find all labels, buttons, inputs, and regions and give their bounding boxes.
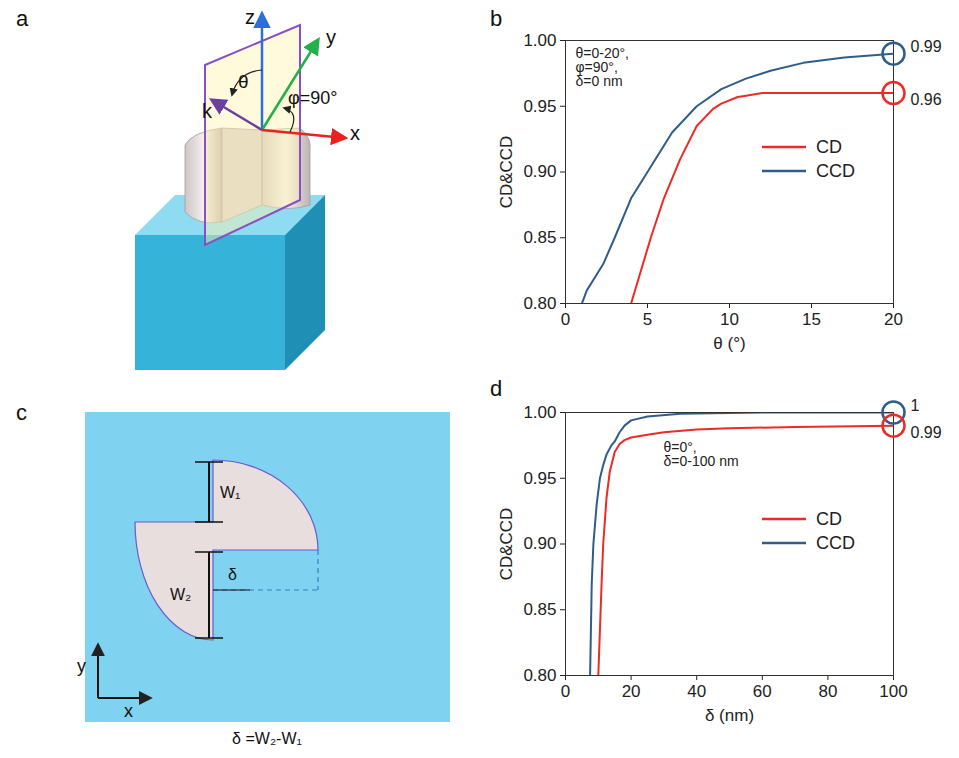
svg-text:z: z [245,6,255,28]
svg-text:δ =W₂-W₁: δ =W₂-W₁ [232,730,302,747]
svg-text:1: 1 [911,397,920,414]
svg-text:x: x [350,122,360,144]
svg-text:80: 80 [818,682,837,701]
svg-text:δ: δ [228,566,237,583]
svg-text:0.95: 0.95 [523,97,556,116]
svg-text:θ=0-20°,φ=90°,δ=0 nm: θ=0-20°,φ=90°,δ=0 nm [576,45,629,89]
svg-text:1.00: 1.00 [523,31,556,50]
svg-text:x: x [124,701,133,721]
html-text:a: a [16,6,29,31]
svg-text:20: 20 [622,682,641,701]
svg-text:y: y [326,26,336,48]
svg-text:k: k [202,100,213,122]
html-text:b: b [490,6,503,31]
svg-text:0.96: 0.96 [911,91,942,108]
html-text:CD: CD [816,136,842,157]
svg-text:5: 5 [643,310,652,329]
svg-text:60: 60 [753,682,772,701]
svg-text:0.90: 0.90 [523,162,556,181]
html-text:CCD: CCD [816,532,855,553]
svg-text:φ=90°: φ=90° [288,88,337,108]
svg-text:CD&CCD: CD&CCD [497,136,516,209]
svg-text:0.99: 0.99 [911,38,942,55]
svg-text:0.85: 0.85 [523,228,556,247]
html-text:CD: CD [816,508,842,529]
svg-text:W₂: W₂ [170,586,191,603]
svg-text:θ: θ [238,71,249,92]
html-text:CCD: CCD [816,160,855,181]
svg-text:0.80: 0.80 [523,666,556,685]
svg-text:0.85: 0.85 [523,600,556,619]
svg-text:0.80: 0.80 [523,294,556,313]
svg-text:10: 10 [720,310,739,329]
svg-text:W₁: W₁ [220,484,241,501]
svg-text:1.00: 1.00 [523,403,556,422]
svg-text:100: 100 [879,682,907,701]
html-text:d: d [490,376,503,401]
svg-text:15: 15 [802,310,821,329]
svg-text:θ (°): θ (°) [713,334,745,353]
svg-text:y: y [77,656,86,676]
svg-text:θ=0°,δ=0-100 nm: θ=0°,δ=0-100 nm [664,439,739,469]
svg-text:20: 20 [884,310,903,329]
svg-text:0.90: 0.90 [523,534,556,553]
html-text:c: c [16,400,27,425]
svg-text:40: 40 [687,682,706,701]
svg-text:0: 0 [561,310,570,329]
svg-text:CD&CCD: CD&CCD [497,508,516,581]
svg-text:0.99: 0.99 [911,424,942,441]
svg-text:δ (nm): δ (nm) [705,706,754,725]
svg-text:0: 0 [561,682,570,701]
svg-text:0.95: 0.95 [523,469,556,488]
